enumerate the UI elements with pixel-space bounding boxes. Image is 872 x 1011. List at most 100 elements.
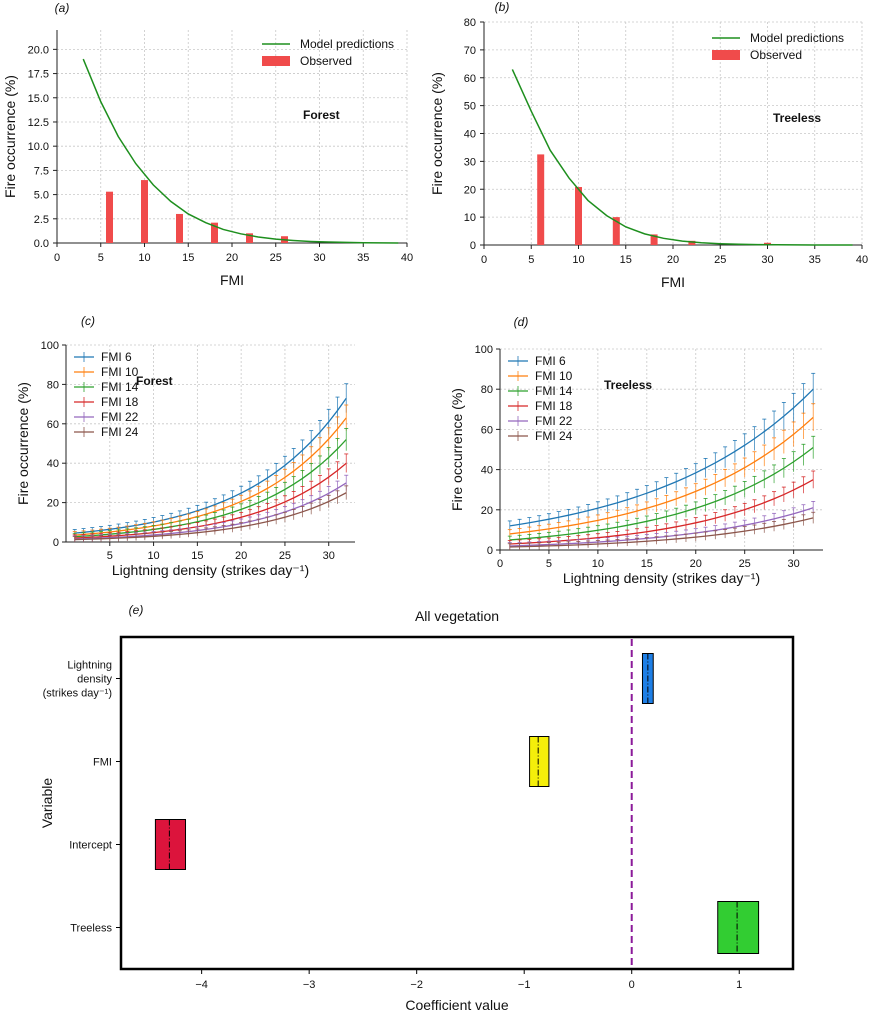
d-legend-label: FMI 18 (535, 399, 573, 413)
c-x-tick-label: 30 (323, 550, 335, 562)
d-legend-label: FMI 24 (535, 429, 573, 443)
c-series-line (74, 397, 347, 534)
c-legend-label: FMI 6 (101, 350, 132, 364)
d-y-tick-label: 80 (481, 384, 493, 396)
c-y-tick-label: 0 (53, 537, 59, 549)
a-panel-label: (a) (55, 1, 70, 15)
a-y-tick-label: 20.0 (28, 44, 49, 56)
c-x-axis-label: Lightning density (strikes day⁻¹) (112, 562, 309, 578)
d-y-tick-label: 0 (487, 545, 493, 557)
c-series-line (74, 417, 347, 536)
e-y-tick-label: Lightning (67, 660, 112, 672)
d-x-tick-label: 20 (690, 558, 702, 570)
e-y-tick-label: Treeless (70, 923, 112, 935)
d-series-line (509, 507, 814, 547)
a-x-tick-label: 0 (54, 252, 60, 264)
e-x-tick-label: −3 (303, 979, 316, 991)
c-x-tick-label: 5 (107, 550, 113, 562)
d-series-line (509, 388, 814, 527)
d-series-fmi-24 (507, 511, 816, 550)
e-y-tick-label: (strikes day⁻¹) (43, 688, 112, 700)
c-y-tick-label: 20 (47, 498, 59, 510)
a-x-tick-label: 5 (98, 252, 104, 264)
panel-a: 0 5 10 15 20 25 30 35 40 0.0 2.5 5.0 7.5 10.0 12.5 15.0… (2, 1, 413, 288)
c-legend-label: FMI 24 (101, 425, 139, 439)
e-box-intercept (154, 819, 187, 870)
e-frame (119, 635, 795, 971)
e-box-treeless (717, 901, 760, 954)
c-y-tick-label: 40 (47, 458, 59, 470)
b-x-tick-label: 0 (481, 254, 487, 266)
b-observed-bar (688, 240, 696, 245)
c-series-line (74, 462, 347, 539)
c-legend-label: FMI 22 (101, 410, 139, 424)
c-y-tick-label: 60 (47, 419, 59, 431)
a-legend-line-label: Model predictions (300, 37, 394, 51)
e-y-tick-label: density (77, 674, 112, 686)
a-x-tick-label: 40 (401, 252, 413, 264)
c-series-fmi-14 (72, 428, 349, 541)
a-observed-bar (176, 213, 183, 243)
d-y-tick-label: 60 (481, 424, 493, 436)
a-y-tick-label: 10.0 (28, 141, 49, 153)
a-legend-bar-label: Observed (300, 54, 352, 68)
b-y-tick-label: 20 (464, 184, 476, 196)
e-x-tick-label: 0 (629, 979, 635, 991)
b-x-tick-label: 35 (809, 254, 821, 266)
a-model-line (82, 58, 399, 244)
b-annotation: Treeless (773, 111, 821, 125)
c-panel-label: (c) (81, 314, 95, 328)
c-series-fmi-24 (72, 485, 349, 542)
a-y-tick-label: 0.0 (34, 238, 49, 250)
d-series-line (509, 416, 814, 535)
b-observed-bar (650, 234, 658, 245)
a-annotation: Forest (303, 108, 340, 122)
c-legend-label: FMI 14 (101, 380, 139, 394)
panel-b: 0 5 10 15 20 25 30 35 40 0 10 20 30 40 50 60 70 80 FMI Fire… (429, 0, 868, 290)
d-x-tick-label: 0 (497, 558, 503, 570)
b-y-tick-label: 60 (464, 73, 476, 85)
a-y-tick-label: 15.0 (28, 93, 49, 105)
b-observed-bar (575, 187, 582, 245)
d-y-tick-label: 100 (475, 344, 493, 356)
d-legend-label: FMI 10 (535, 369, 573, 383)
b-observed-bar (764, 242, 771, 245)
c-x-tick-label: 20 (235, 550, 247, 562)
b-legend-line-label: Model predictions (750, 31, 844, 45)
e-y-tick-label: Intercept (69, 840, 112, 852)
b-y-tick-label: 40 (464, 129, 476, 141)
a-y-tick-label: 17.5 (28, 69, 49, 81)
b-x-tick-label: 20 (667, 254, 679, 266)
b-y-axis-label: Fire occurrence (%) (429, 72, 445, 195)
d-x-tick-label: 5 (546, 558, 552, 570)
d-series-line (509, 517, 814, 548)
d-x-tick-label: 15 (641, 558, 653, 570)
a-x-tick-label: 25 (270, 252, 282, 264)
a-y-axis-label: Fire occurrence (%) (2, 75, 18, 198)
b-y-tick-label: 50 (464, 101, 476, 113)
e-x-tick-label: −4 (195, 979, 208, 991)
d-legend-label: FMI 14 (535, 384, 573, 398)
c-series-line (74, 492, 347, 541)
d-legend-label: FMI 6 (535, 354, 566, 368)
b-y-tick-label: 30 (464, 156, 476, 168)
d-series-fmi-14 (507, 435, 816, 544)
c-legend-label: FMI 18 (101, 395, 139, 409)
b-y-tick-label: 10 (464, 212, 476, 224)
a-y-tick-label: 7.5 (34, 165, 49, 177)
e-x-tick-label: −1 (518, 979, 531, 991)
b-model-line (511, 69, 853, 246)
a-x-axis-label: FMI (220, 272, 244, 288)
a-observed-bar (141, 180, 148, 243)
a-x-tick-label: 35 (357, 252, 369, 264)
d-x-tick-label: 25 (739, 558, 751, 570)
d-series-fmi-22 (507, 500, 816, 550)
b-legend-bar-label: Observed (750, 48, 802, 62)
c-x-tick-label: 10 (147, 550, 159, 562)
c-y-tick-label: 80 (47, 379, 59, 391)
d-x-tick-label: 30 (788, 558, 800, 570)
c-annotation: Forest (136, 374, 173, 388)
d-y-tick-label: 40 (481, 465, 493, 477)
e-title: All vegetation (415, 608, 499, 624)
